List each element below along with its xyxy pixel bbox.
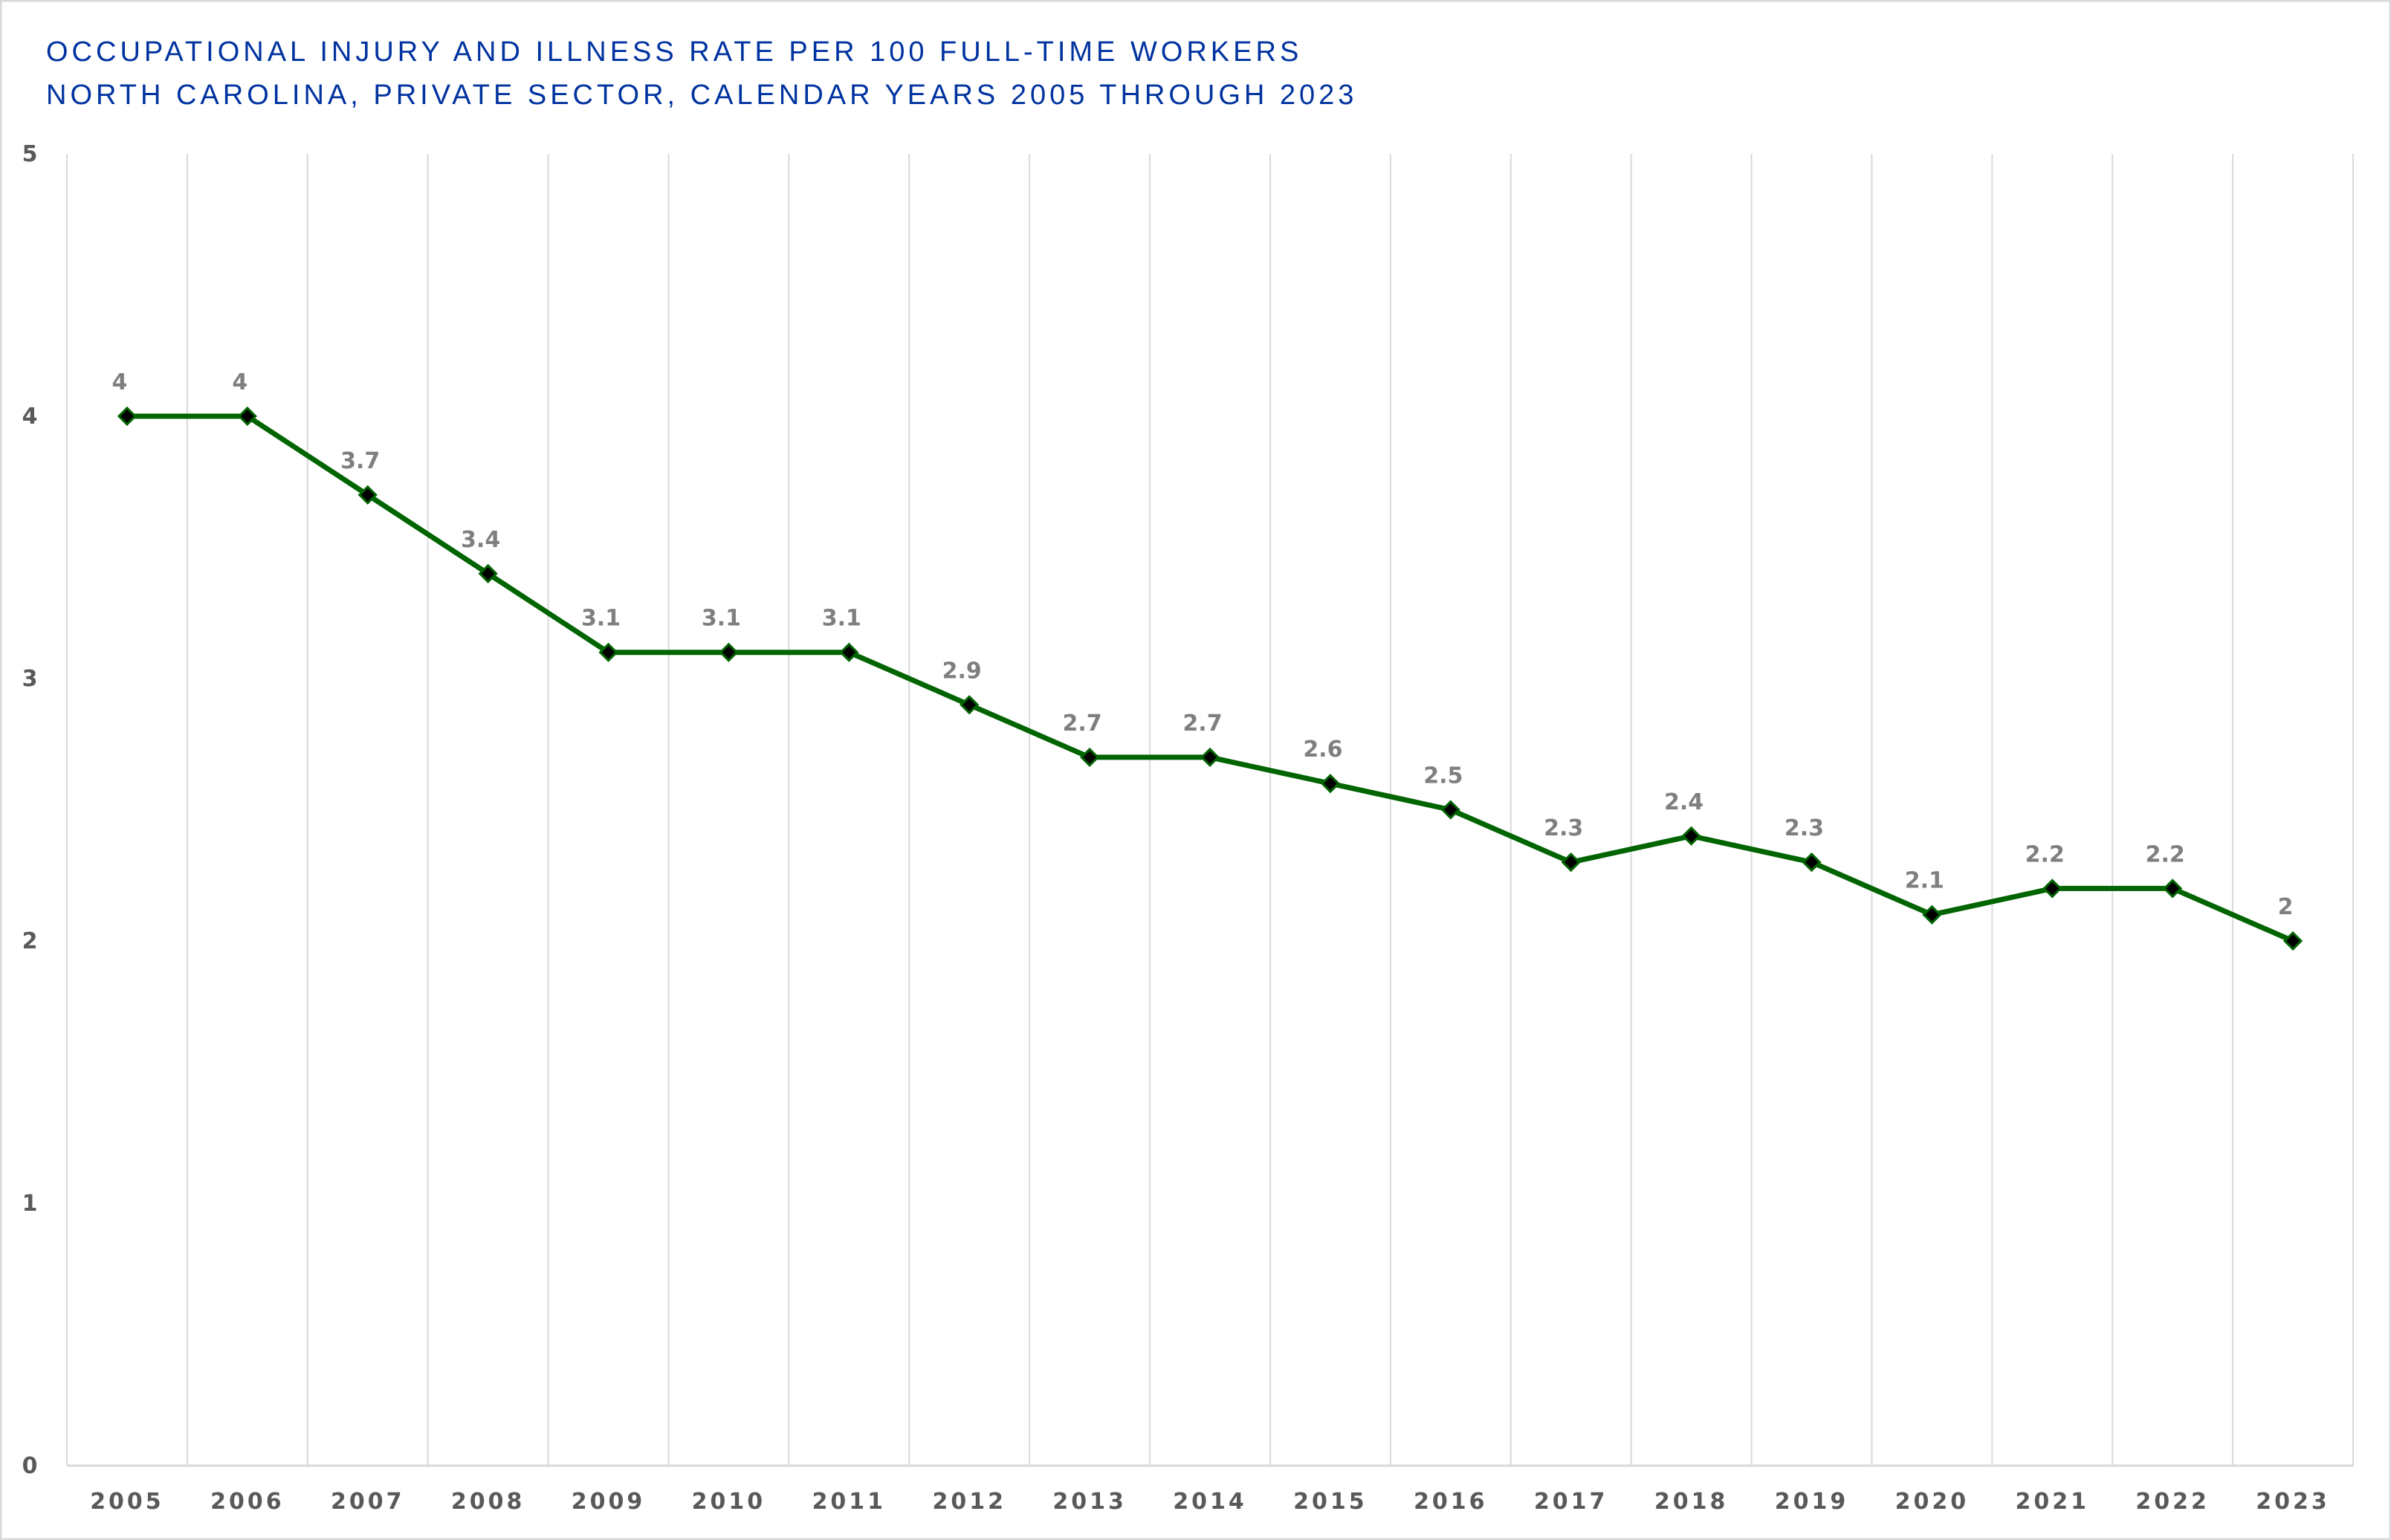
x-tick-label: 2017 <box>1534 1489 1608 1515</box>
data-label: 2.2 <box>2146 841 2185 867</box>
data-label: 2.2 <box>2025 841 2065 867</box>
x-tick-label: 2006 <box>210 1489 285 1515</box>
data-label: 2.3 <box>1785 815 1824 841</box>
x-tick-label: 2015 <box>1293 1489 1368 1515</box>
data-point-marker <box>1922 905 1942 925</box>
data-point-marker <box>237 406 257 427</box>
data-label: 2.5 <box>1423 763 1463 789</box>
x-tick-label: 2013 <box>1052 1489 1127 1515</box>
x-tick-label: 2020 <box>1895 1489 1970 1515</box>
data-point-marker <box>2163 879 2183 899</box>
x-tick-label: 2010 <box>692 1489 766 1515</box>
chart-title-line-2: NORTH CAROLINA, PRIVATE SECTOR, CALENDAR… <box>46 80 1357 111</box>
data-point-marker <box>2282 931 2303 951</box>
data-point-marker <box>1802 852 1822 873</box>
y-tick-label: 5 <box>22 141 38 167</box>
data-label: 2.4 <box>1664 789 1704 815</box>
data-point-marker <box>1440 800 1460 820</box>
x-tick-label: 2005 <box>90 1489 164 1515</box>
data-point-marker <box>1079 747 1100 768</box>
data-point-marker <box>2042 879 2062 899</box>
data-point-marker <box>839 642 859 662</box>
data-point-marker <box>357 485 378 505</box>
x-tick-label: 2019 <box>1775 1489 1849 1515</box>
x-tick-label: 2008 <box>451 1489 525 1515</box>
x-tick-label: 2023 <box>2256 1489 2330 1515</box>
data-label: 4 <box>112 369 128 395</box>
x-tick-label: 2012 <box>932 1489 1006 1515</box>
data-label: 3.7 <box>340 448 380 474</box>
x-tick-label: 2016 <box>1414 1489 1488 1515</box>
y-tick-label: 1 <box>22 1191 38 1217</box>
data-point-marker <box>117 406 137 427</box>
data-label: 4 <box>232 369 247 395</box>
data-label: 2.7 <box>1063 711 1102 737</box>
data-label: 2.6 <box>1303 737 1342 763</box>
chart-title-line-1: OCCUPATIONAL INJURY AND ILLNESS RATE PER… <box>46 36 1302 68</box>
x-tick-label: 2009 <box>572 1489 646 1515</box>
x-tick-label: 2014 <box>1173 1489 1247 1515</box>
data-label: 2 <box>2278 894 2294 920</box>
data-label: 3.1 <box>702 606 741 632</box>
y-tick-label: 0 <box>22 1453 38 1479</box>
data-label: 2.7 <box>1182 711 1222 737</box>
data-point-marker <box>598 642 618 662</box>
data-point-marker <box>1681 826 1701 846</box>
data-label: 3.1 <box>581 606 621 632</box>
x-tick-label: 2018 <box>1654 1489 1729 1515</box>
y-tick-label: 4 <box>22 404 38 430</box>
x-tick-label: 2022 <box>2135 1489 2210 1515</box>
data-point-marker <box>1200 747 1220 768</box>
data-label: 2.3 <box>1544 815 1583 841</box>
data-label: 2.9 <box>942 658 982 684</box>
y-tick-label: 2 <box>22 928 38 954</box>
x-tick-label: 2011 <box>812 1489 887 1515</box>
data-label: 2.1 <box>1905 868 1944 894</box>
x-tick-label: 2021 <box>2016 1489 2090 1515</box>
data-point-marker <box>719 642 739 662</box>
data-point-marker <box>960 695 980 715</box>
data-point-marker <box>1561 852 1581 873</box>
x-tick-label: 2007 <box>331 1489 405 1515</box>
data-point-marker <box>478 563 498 583</box>
data-label: 3.1 <box>822 606 861 632</box>
data-point-marker <box>1320 774 1341 794</box>
data-label: 3.4 <box>461 527 500 553</box>
y-tick-label: 3 <box>22 666 38 692</box>
